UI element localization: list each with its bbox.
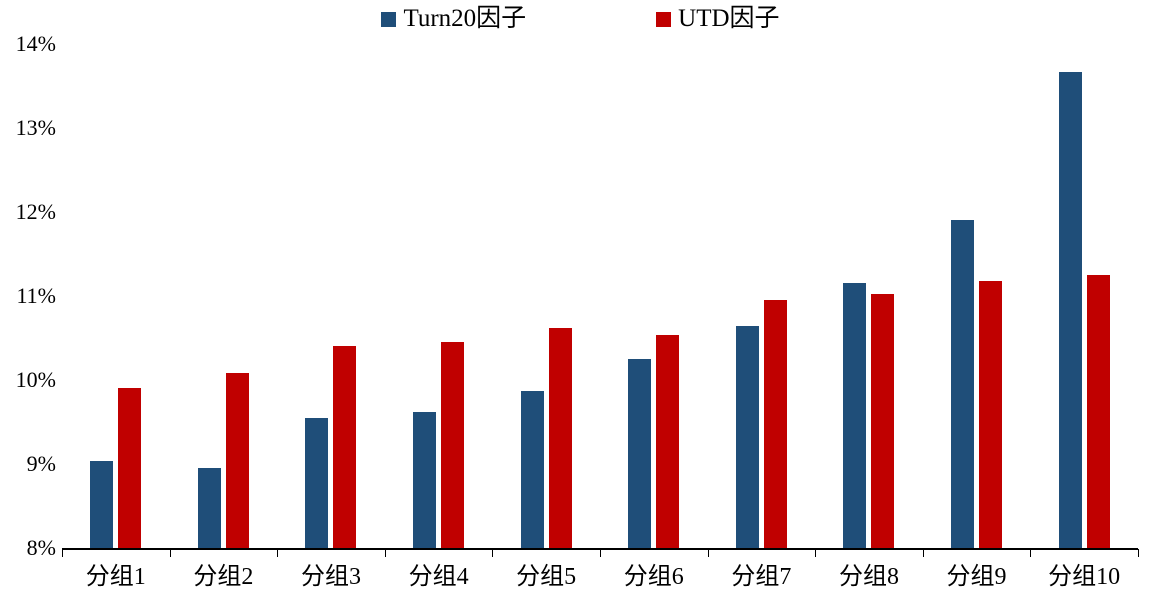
bar-Turn20因子-分组9: [951, 220, 975, 548]
y-axis-tick-label: 14%: [15, 31, 56, 56]
y-axis-tick-label: 12%: [15, 199, 56, 224]
bar-Turn20因子-分组3: [305, 417, 329, 548]
x-axis-tick-mark: [277, 549, 279, 557]
x-axis-tick-label: 分组8: [838, 564, 899, 590]
bar-group-分组8: [815, 44, 923, 548]
bars-layer: [62, 44, 1138, 548]
bar-group-分组2: [170, 44, 278, 548]
bar-group-分组3: [277, 44, 385, 548]
bar-Turn20因子-分组8: [843, 282, 867, 548]
y-axis: 8% 9% 10% 11% 12% 13% 14%: [6, 33, 56, 559]
bar-UTD因子-分组7: [763, 300, 787, 548]
x-axis-tick-mark: [922, 549, 924, 557]
y-axis-tick-label: 11%: [16, 283, 56, 308]
bar-Turn20因子-分组6: [628, 359, 652, 548]
bar-Turn20因子-分组1: [90, 461, 114, 548]
legend-item-turn20: Turn20因子: [381, 4, 526, 34]
bar-UTD因子-分组10: [1086, 275, 1110, 548]
bar-UTD因子-分组9: [979, 280, 1003, 548]
x-axis-tick-label: 分组2: [193, 564, 254, 590]
bar-Turn20因子-分组4: [413, 411, 437, 548]
bar-UTD因子-分组8: [871, 294, 895, 548]
bar-group-分组5: [492, 44, 600, 548]
bar-Turn20因子-分组7: [735, 326, 759, 548]
bar-group-分组4: [385, 44, 493, 548]
legend-label-utd: UTD因子: [678, 5, 780, 32]
x-axis: 分组1 分组2 分组3 分组4 分组5 分组6 分组7 分组8 分组9 分组10: [62, 556, 1138, 591]
y-axis-tick-label: 10%: [15, 367, 56, 392]
bar-group-分组9: [923, 44, 1031, 548]
legend-swatch-turn20-icon: [381, 11, 397, 27]
x-axis-tick-label: 分组1: [85, 564, 146, 590]
bar-UTD因子-分组2: [225, 373, 249, 548]
bar-Turn20因子-分组2: [197, 468, 221, 548]
legend-label-turn20: Turn20因子: [403, 5, 527, 32]
x-axis-tick-mark: [384, 549, 386, 557]
bar-UTD因子-分组1: [118, 387, 142, 548]
x-axis-tick-mark: [1138, 549, 1139, 557]
x-axis-tick-mark: [62, 549, 63, 557]
x-axis-tick-label: 分组3: [300, 564, 361, 590]
x-axis-tick-label: 分组4: [408, 564, 469, 590]
bar-group-分组6: [600, 44, 708, 548]
bar-Turn20因子-分组10: [1058, 71, 1082, 548]
bar-group-分组10: [1030, 44, 1138, 548]
x-axis-tick-mark: [1030, 549, 1032, 557]
x-axis-tick-mark: [815, 549, 817, 557]
bar-UTD因子-分组4: [441, 342, 465, 548]
legend-swatch-utd-icon: [656, 11, 672, 27]
y-axis-tick-label: 8%: [26, 535, 56, 560]
bar-UTD因子-分组6: [656, 334, 680, 548]
x-axis-tick-label: 分组5: [516, 564, 577, 590]
bar-group-分组1: [62, 44, 170, 548]
bar-group-分组7: [708, 44, 816, 548]
chart-legend: Turn20因子 UTD因子: [0, 4, 1161, 34]
x-axis-tick-label: 分组10: [1048, 564, 1121, 590]
x-axis-tick-label: 分组9: [946, 564, 1007, 590]
legend-item-utd: UTD因子: [656, 4, 780, 34]
bar-Turn20因子-分组5: [520, 390, 544, 548]
y-axis-tick-label: 9%: [26, 451, 56, 476]
x-axis-tick-label: 分组7: [731, 564, 792, 590]
x-axis-tick-mark: [600, 549, 601, 557]
bar-UTD因子-分组5: [548, 327, 572, 548]
x-axis-tick-mark: [492, 549, 494, 557]
x-axis-tick-mark: [169, 549, 171, 557]
x-axis-tick-mark: [707, 549, 709, 557]
bar-UTD因子-分组3: [333, 346, 357, 548]
x-axis-tick-label: 分组6: [623, 564, 684, 590]
plot-area: [62, 44, 1139, 557]
y-axis-tick-label: 13%: [15, 115, 56, 140]
